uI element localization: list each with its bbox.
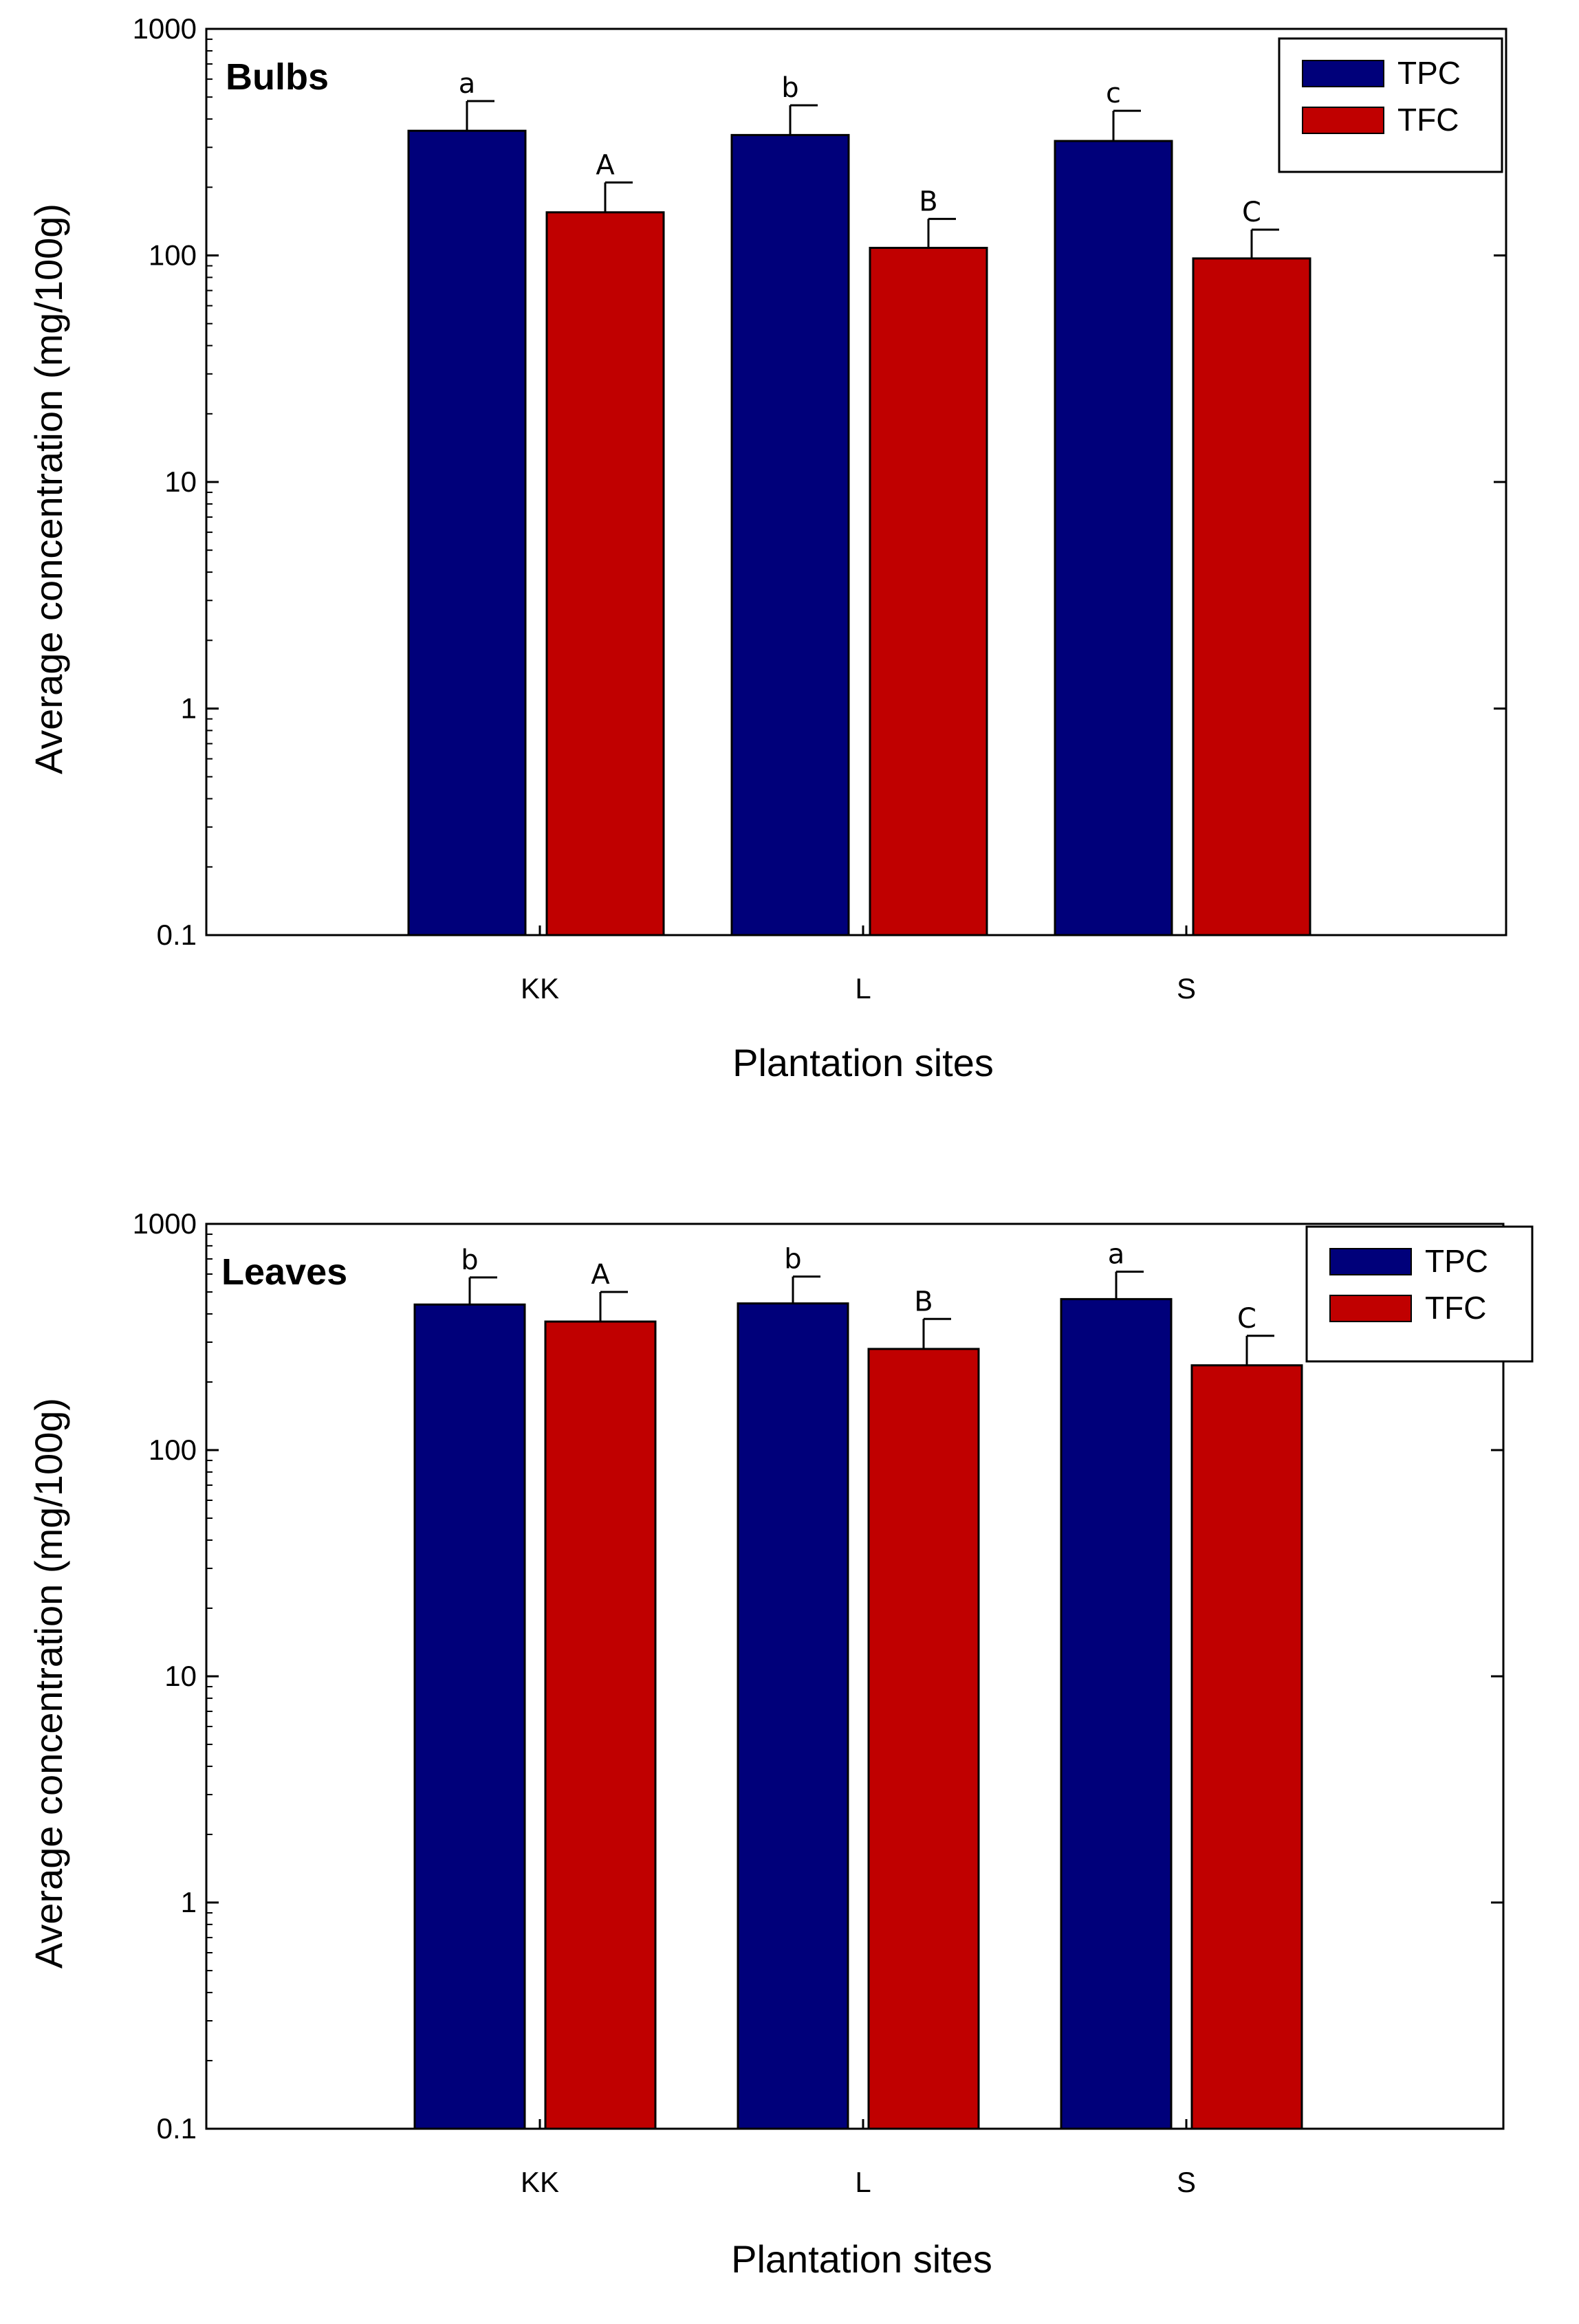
bar-tfc-kk <box>544 1320 657 2130</box>
x-axis-title: Plantation sites <box>732 1041 994 1084</box>
leaves-chart: 0.1 1 10 100 1000 KK L Sb b a A B C Leaves Plantation … <box>27 1207 1534 2281</box>
bar-tpc-kk <box>407 129 527 936</box>
legend-label-tfc: TFC <box>1397 102 1459 138</box>
panel-label: Leaves <box>221 1251 347 1293</box>
bar-tpc-kk <box>413 1303 526 2130</box>
y-tick-label: 0.1 <box>157 919 197 951</box>
legend-label-tpc: TPC <box>1425 1243 1488 1279</box>
legend-label-tfc: TFC <box>1425 1290 1486 1326</box>
significance-label: b <box>461 1245 478 1276</box>
legend-label-tpc: TPC <box>1397 55 1461 91</box>
y-tick-label: 100 <box>149 1434 197 1466</box>
x-tick-label-s: S <box>1177 972 1196 1005</box>
x-tick-label-kk: KK <box>521 972 559 1005</box>
bar-tfc-l <box>869 246 988 936</box>
y-tick-label: 10 <box>164 465 197 498</box>
y-tick-label: 0.1 <box>157 2112 197 2145</box>
significance-label: B <box>914 1286 933 1317</box>
legend-swatch-tpc <box>1302 60 1384 87</box>
significance-label: c <box>1106 78 1121 109</box>
legend-swatch-tpc <box>1329 1248 1412 1275</box>
legend <box>1278 37 1503 173</box>
x-axis-title: Plantation sites <box>731 2237 992 2281</box>
y-tick-label: 100 <box>149 239 197 272</box>
x-tick-label-s: S <box>1177 2166 1196 2198</box>
significance-label: C <box>1237 1303 1256 1335</box>
y-tick-label: 1 <box>181 1886 197 1918</box>
legend-swatch-tfc <box>1302 107 1384 134</box>
bar-tfc-kk <box>545 211 665 936</box>
significance-label: B <box>919 186 937 217</box>
y-tick-label: 1000 <box>133 1207 197 1240</box>
significance-label: b <box>781 72 798 104</box>
y-tick-label: 1000 <box>133 12 197 45</box>
y-tick-label: 1 <box>181 692 197 725</box>
legend-swatch-tfc <box>1329 1295 1412 1322</box>
bar-tpc-s <box>1060 1297 1173 2130</box>
x-tick-label-l: L <box>855 2166 871 2198</box>
x-tick-label-kk: KK <box>521 2166 559 2198</box>
x-tick-label-l: L <box>855 972 871 1005</box>
legend <box>1305 1225 1534 1363</box>
significance-label: a <box>1108 1238 1125 1270</box>
bulbs-chart: 0.1 1 10 100 1000 KK L Sa b c A B C Bulbs Plantation s… <box>27 12 1507 1084</box>
bar-tpc-s <box>1054 140 1173 936</box>
bar-tfc-l <box>867 1348 980 2130</box>
panel-label: Bulbs <box>226 56 329 98</box>
bar-tpc-l <box>737 1302 849 2130</box>
significance-label: A <box>596 149 615 181</box>
bar-tfc-s <box>1190 1364 1303 2130</box>
bar-tfc-s <box>1192 257 1311 936</box>
significance-label: A <box>591 1259 610 1291</box>
significance-label: b <box>784 1244 801 1275</box>
y-axis-title: Average concentration (mg/100g) <box>27 204 70 774</box>
bar-tpc-l <box>730 133 850 936</box>
y-axis-title: Average concentration (mg/100g) <box>27 1398 70 1969</box>
y-tick-label: 10 <box>164 1660 197 1692</box>
significance-label: a <box>459 68 476 100</box>
significance-label: C <box>1242 197 1261 228</box>
